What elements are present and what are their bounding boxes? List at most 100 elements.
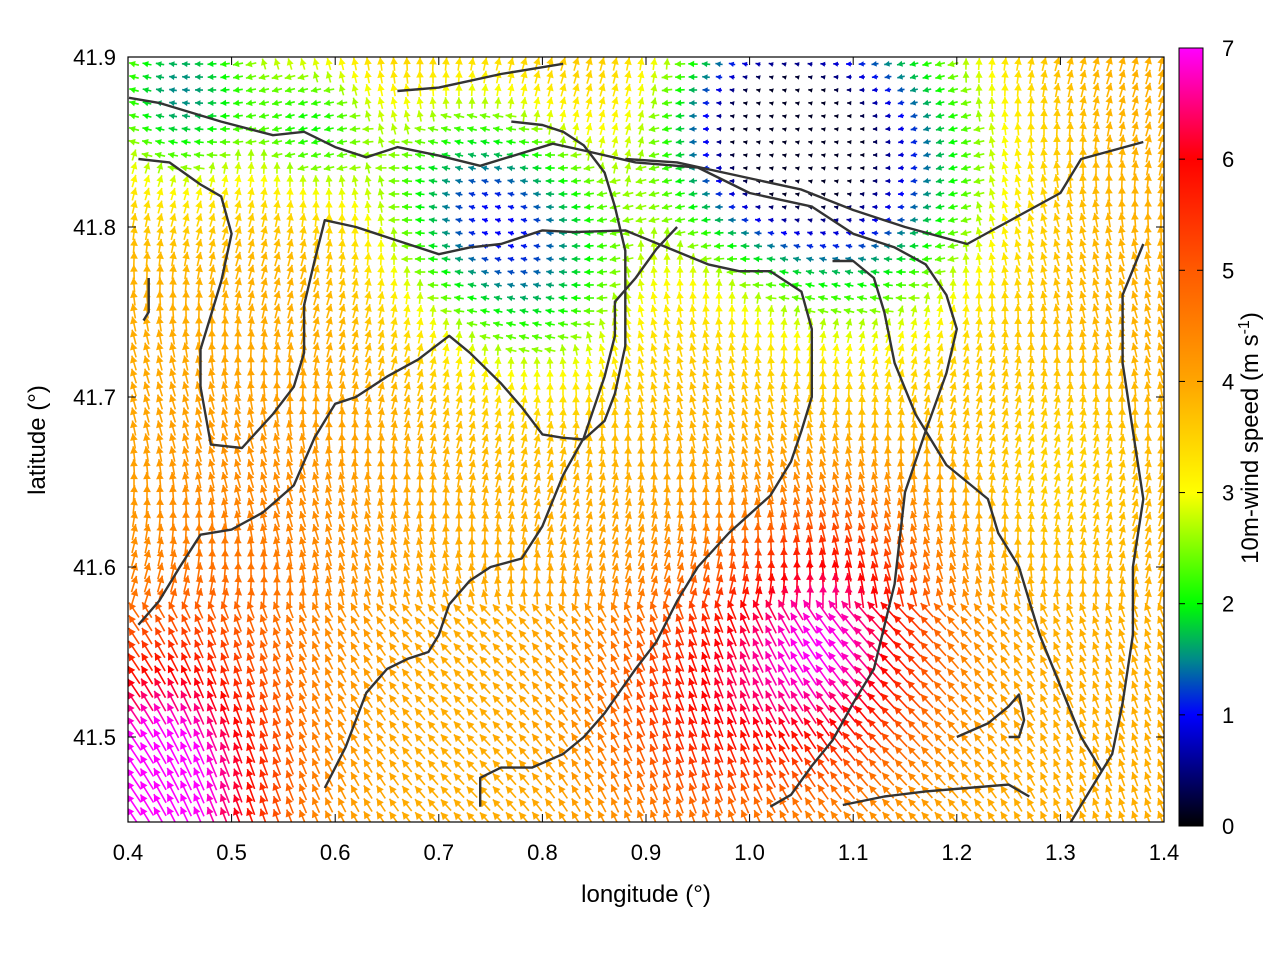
wind-arrow	[1027, 70, 1035, 84]
wind-arrow	[768, 62, 774, 67]
wind-arrow	[650, 84, 658, 96]
wind-arrow	[935, 73, 945, 80]
wind-arrow	[572, 57, 580, 71]
wind-arrow	[520, 83, 528, 97]
wind-arrow	[128, 61, 140, 68]
x-tick-label: 0.4	[113, 840, 144, 865]
wind-arrow	[859, 87, 865, 93]
colorbar-tick-label: 4	[1222, 369, 1234, 394]
wind-arrow	[611, 96, 619, 110]
wind-arrow	[702, 87, 710, 93]
x-tick-label: 1.2	[942, 840, 973, 865]
wind-arrow	[675, 99, 685, 106]
x-tick-label: 0.9	[631, 840, 662, 865]
wind-arrow	[1118, 69, 1126, 85]
wind-arrow	[756, 88, 761, 93]
wind-arrow	[897, 100, 905, 106]
wind-arrow	[702, 100, 710, 106]
wind-arrow	[403, 70, 411, 84]
wind-arrow	[960, 86, 972, 94]
wind-arrow	[351, 97, 359, 109]
wind-arrow	[325, 71, 333, 83]
wind-arrow	[455, 57, 463, 71]
wind-arrow	[637, 97, 645, 109]
wind-arrow	[1118, 57, 1126, 72]
x-tick-label: 1.0	[734, 840, 765, 865]
wind-arrow	[1066, 57, 1074, 72]
wind-arrow	[338, 84, 346, 96]
wind-arrow	[782, 88, 787, 93]
wind-arrow	[743, 101, 748, 106]
wind-arrow	[585, 96, 593, 110]
wind-arrow	[273, 58, 281, 70]
wind-arrow	[884, 74, 892, 80]
wind-arrow	[1144, 69, 1152, 85]
wind-arrow	[129, 87, 139, 94]
wind-arrow	[207, 73, 217, 80]
wind-arrow	[429, 97, 437, 109]
wind-arrow	[834, 101, 839, 106]
wind-arrow	[675, 73, 685, 81]
wind-arrow	[220, 73, 230, 80]
wind-arrow	[872, 100, 878, 106]
wind-arrow	[169, 87, 177, 94]
wind-arrow	[1066, 82, 1074, 98]
wind-arrow	[795, 88, 800, 93]
wind-arrow	[755, 75, 761, 80]
x-tick-label: 0.5	[216, 840, 247, 865]
wind-arrow	[1014, 57, 1022, 71]
wind-arrow	[390, 83, 398, 97]
wind-arrow	[975, 84, 983, 96]
wind-arrow	[129, 100, 139, 107]
wind-arrow	[834, 87, 839, 93]
wind-arrow	[871, 74, 879, 80]
wind-arrow	[962, 58, 970, 70]
wind-arrow	[416, 57, 424, 71]
wind-arrow	[1027, 83, 1035, 97]
wind-arrow	[947, 73, 959, 81]
wind-arrow	[922, 99, 932, 106]
wind-arrow	[297, 86, 309, 93]
y-tick-label: 41.8	[73, 215, 116, 240]
wind-arrow	[1053, 69, 1061, 85]
wind-arrow	[364, 83, 372, 97]
wind-arrow	[650, 97, 658, 109]
wind-arrow	[520, 96, 528, 110]
wind-arrow	[821, 88, 826, 93]
wind-arrow	[1157, 69, 1164, 85]
wind-arrow	[795, 75, 800, 80]
wind-arrow	[520, 70, 528, 84]
wind-arrow	[182, 87, 190, 93]
wind-arrow	[1027, 57, 1035, 71]
wind-arrow	[559, 83, 567, 97]
wind-arrow	[403, 57, 411, 71]
wind-arrow	[935, 86, 945, 93]
colorbar-tick-label: 7	[1222, 36, 1234, 61]
wind-arrow	[650, 57, 658, 71]
wind-arrow	[859, 74, 865, 80]
wind-arrow	[871, 61, 879, 67]
wind-arrow	[1014, 70, 1022, 84]
wind-arrow	[637, 57, 645, 71]
wind-arrow	[821, 101, 826, 106]
wind-arrow	[284, 73, 296, 81]
colorbar-tick-label: 1	[1222, 703, 1234, 728]
wind-arrow	[298, 99, 308, 106]
wind-arrow	[142, 74, 152, 81]
wind-arrow	[572, 96, 580, 110]
wind-arrow	[377, 83, 385, 97]
colorbar-gradient	[1178, 47, 1204, 827]
wind-arrow	[245, 60, 257, 68]
wind-arrow	[481, 97, 489, 109]
wind-arrow	[364, 70, 372, 84]
wind-arrow	[442, 57, 450, 71]
wind-arrow	[585, 57, 593, 71]
wind-arrow	[909, 73, 919, 80]
wind-arrow	[872, 87, 878, 93]
wind-arrow	[807, 61, 813, 67]
wind-arrow	[988, 57, 996, 71]
colorbar-tick-label: 6	[1222, 147, 1234, 172]
wind-arrow	[286, 58, 294, 70]
x-tick-label: 0.7	[424, 840, 455, 865]
